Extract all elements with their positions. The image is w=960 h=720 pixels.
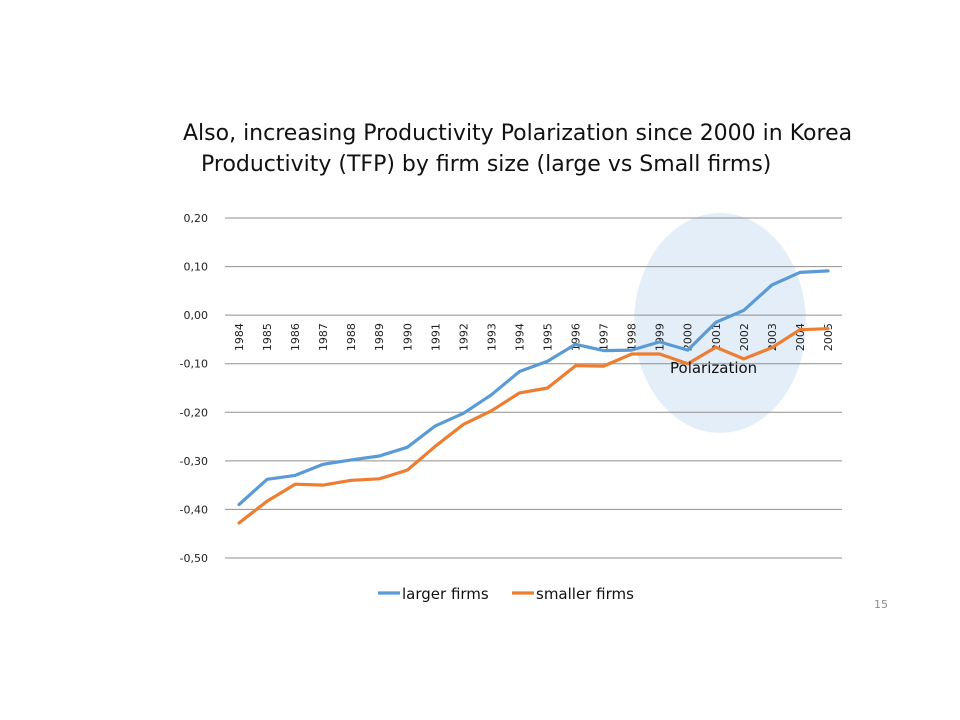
data-point xyxy=(265,478,269,481)
x-tick-label: 1992 xyxy=(457,323,470,351)
x-tick-label: 1994 xyxy=(513,323,526,351)
data-point xyxy=(490,409,493,413)
y-tick-label: -0,30 xyxy=(180,455,208,468)
x-tick-label: 2004 xyxy=(794,323,807,351)
data-point xyxy=(574,364,577,367)
x-tick-label: 2001 xyxy=(710,323,723,351)
data-point xyxy=(714,321,717,324)
data-point xyxy=(237,521,241,525)
y-tick-label: -0,40 xyxy=(180,503,208,516)
x-tick-label: 1995 xyxy=(542,323,555,351)
x-tick-label: 1988 xyxy=(345,323,358,351)
data-point xyxy=(742,309,746,312)
y-tick-label: -0,10 xyxy=(180,358,208,371)
y-tick-label: 0,00 xyxy=(184,309,209,322)
data-point xyxy=(658,352,661,356)
data-point xyxy=(350,479,353,482)
series-line-larger-firms xyxy=(237,269,830,507)
data-point xyxy=(293,482,297,486)
polarization-highlight xyxy=(634,213,806,433)
y-tick-label: 0,20 xyxy=(184,212,209,225)
data-point xyxy=(798,271,802,274)
data-point xyxy=(434,424,437,428)
data-point xyxy=(826,327,830,330)
y-tick-label: -0,20 xyxy=(180,406,208,419)
slide-title-line1: Also, increasing Productivity Polarizati… xyxy=(183,121,853,146)
data-point xyxy=(546,360,549,363)
x-tick-label: 1990 xyxy=(401,323,414,351)
x-tick-label: 1998 xyxy=(626,323,639,351)
data-point xyxy=(686,362,689,365)
x-tick-label: 1985 xyxy=(261,323,274,351)
x-tick-label: 1987 xyxy=(317,323,330,351)
x-tick-label: 1999 xyxy=(654,323,667,351)
data-point xyxy=(574,343,577,346)
data-point xyxy=(602,364,605,368)
slide-title: Also, increasing Productivity Polarizati… xyxy=(183,118,883,180)
data-point xyxy=(406,446,409,449)
data-point xyxy=(826,269,830,273)
data-point xyxy=(518,370,521,373)
x-tick-label: 2002 xyxy=(738,323,751,351)
polarization-label: Polarization xyxy=(670,359,757,377)
data-point xyxy=(658,340,661,344)
data-point xyxy=(406,468,409,472)
x-tick-label: 1997 xyxy=(598,323,611,351)
series-line-smaller-firms xyxy=(237,327,830,525)
data-point xyxy=(630,348,633,352)
data-point xyxy=(378,454,381,458)
x-tick-label: 1984 xyxy=(233,323,246,351)
x-tick-label: 1991 xyxy=(429,323,442,351)
data-point xyxy=(742,357,746,361)
data-point xyxy=(686,348,689,352)
data-point xyxy=(770,283,774,287)
data-point xyxy=(321,483,325,487)
y-tick-label: 0,10 xyxy=(184,261,209,274)
data-point xyxy=(293,474,297,477)
y-tick-label: -0,50 xyxy=(180,552,208,565)
data-point xyxy=(630,352,633,356)
legend-label: larger firms xyxy=(402,585,489,603)
x-tick-label: 1993 xyxy=(485,323,498,351)
data-point xyxy=(490,393,493,396)
data-point xyxy=(434,445,437,448)
data-point xyxy=(602,349,605,352)
data-point xyxy=(321,463,325,466)
data-point xyxy=(237,503,241,506)
data-point xyxy=(350,458,353,462)
x-tick-label: 2000 xyxy=(682,323,695,351)
data-point xyxy=(770,346,774,349)
x-tick-label: 1989 xyxy=(373,323,386,351)
data-point xyxy=(265,499,269,503)
page-number: 15 xyxy=(874,598,888,611)
slide-title-line2: Productivity (TFP) by firm size (large v… xyxy=(201,152,772,177)
data-point xyxy=(462,412,465,415)
data-point xyxy=(714,346,717,349)
data-point xyxy=(546,386,549,390)
x-tick-label: 1986 xyxy=(289,323,302,351)
data-point xyxy=(518,391,521,395)
data-point xyxy=(798,328,802,331)
data-point xyxy=(462,423,465,426)
data-point xyxy=(378,477,381,481)
legend-label: smaller firms xyxy=(536,585,634,603)
